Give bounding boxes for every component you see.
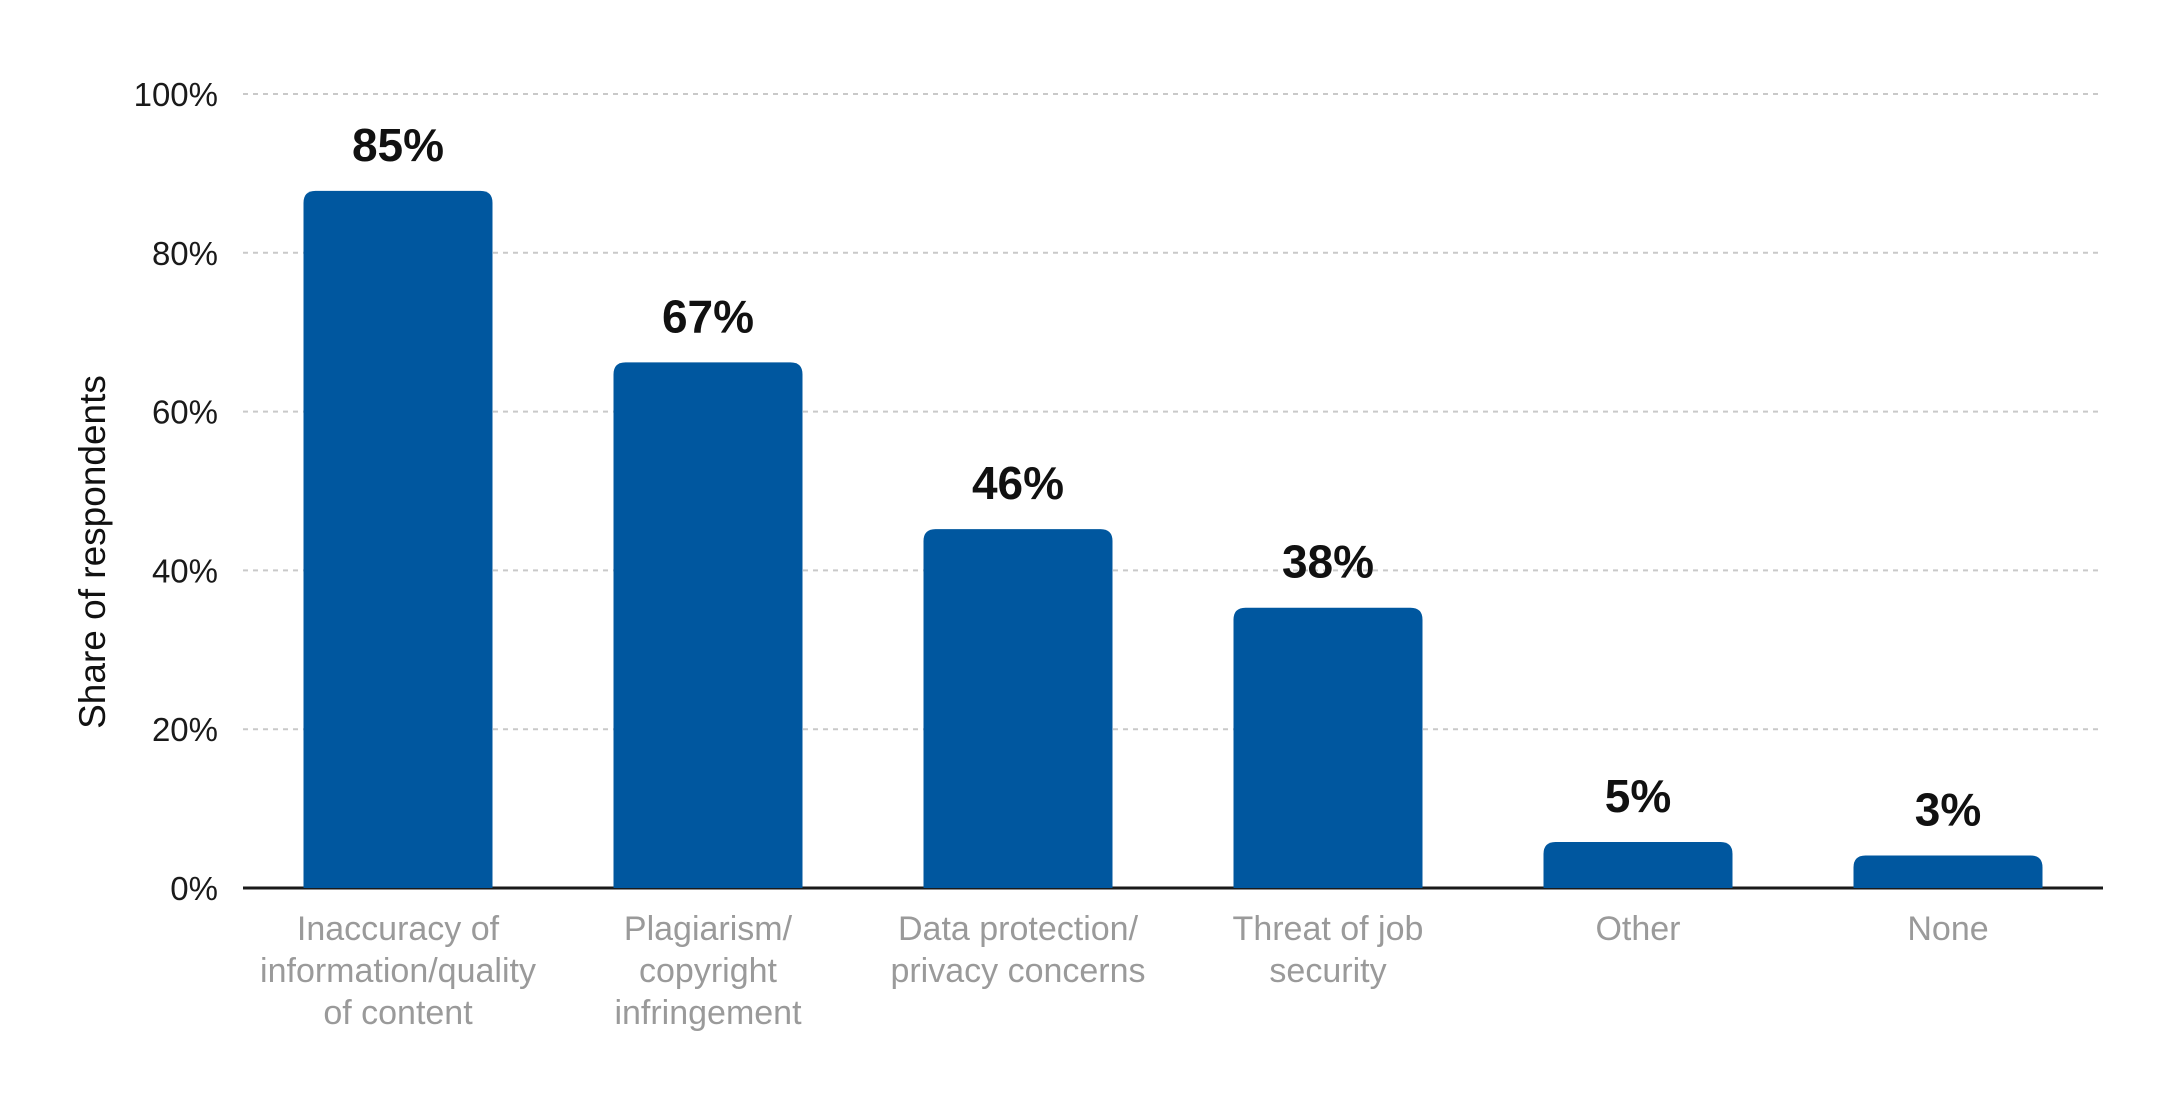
x-category-label: Other: [1595, 910, 1680, 948]
y-tick-label: 20%: [152, 711, 218, 748]
x-category-label: Inaccuracy of information/quality of conte…: [260, 910, 536, 1032]
y-tick-label: 0%: [170, 870, 218, 907]
x-category-label: None: [1907, 910, 1988, 948]
bar-value-label: 67%: [662, 290, 754, 342]
y-axis-title: Share of respondents: [72, 375, 113, 729]
x-category-label: Threat of job security: [1233, 910, 1424, 990]
bar: [303, 190, 493, 889]
bar-value-label: 5%: [1605, 770, 1671, 822]
y-tick-label: 60%: [152, 394, 218, 431]
bar: [613, 362, 803, 888]
bar: [1853, 855, 2043, 888]
bar: [1543, 841, 1733, 888]
x-category-label: Plagiarism/copyright infringement: [614, 910, 802, 1032]
gridlines: [243, 93, 2103, 890]
bar: [1233, 607, 1423, 888]
bar-value-label: 3%: [1915, 783, 1981, 835]
labels: 0% 20% 40% 60% 80% 100% 85% Inaccuracy of inform…: [134, 76, 1989, 1032]
bar-value-label: 46%: [972, 457, 1064, 509]
bar: [923, 529, 1113, 888]
bar-value-label: 38%: [1282, 536, 1374, 588]
x-category-label: Data protection/privacy concerns: [890, 910, 1145, 990]
bars: [303, 190, 2043, 889]
y-tick-label: 100%: [134, 76, 218, 113]
y-tick-label: 40%: [152, 552, 218, 589]
bar-value-label: 85%: [352, 119, 444, 171]
y-tick-label: 80%: [152, 235, 218, 272]
